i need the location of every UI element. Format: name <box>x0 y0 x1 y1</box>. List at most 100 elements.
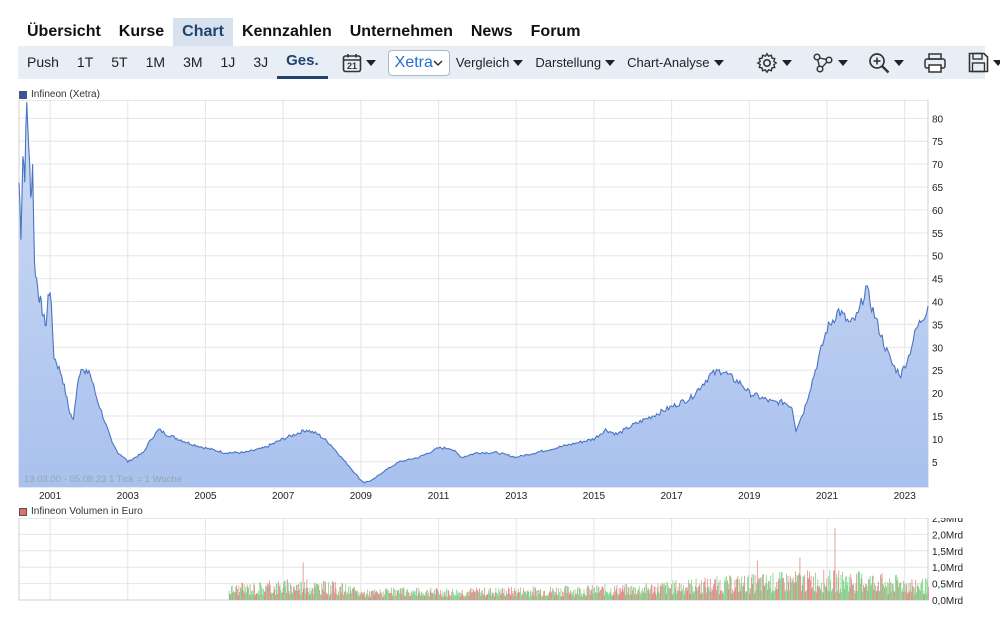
volume-bar <box>430 587 432 600</box>
volume-bar <box>601 586 603 600</box>
volume-bar <box>361 594 363 600</box>
volume-bar <box>914 594 916 600</box>
volume-bar <box>854 592 856 600</box>
volume-bar <box>373 594 375 600</box>
volume-bar <box>721 593 723 600</box>
volume-bar <box>744 575 746 600</box>
volume-bar <box>925 578 926 600</box>
volume-bar <box>251 591 252 600</box>
volume-bar <box>403 587 405 600</box>
volume-bar <box>926 578 928 600</box>
chart-toolbar: Push 1T 5T 1M 3M 1J 3J Ges. 21 Xetra Ver… <box>18 46 1000 79</box>
volume-bar <box>756 560 758 600</box>
period-5d[interactable]: 5T <box>111 54 128 70</box>
compare-menu[interactable]: Vergleich <box>456 55 524 70</box>
tab-overview[interactable]: Übersicht <box>27 23 101 40</box>
exchange-select[interactable]: Xetra <box>387 49 450 76</box>
calendar-button[interactable]: 21 <box>342 53 376 73</box>
volume-bar <box>757 580 759 600</box>
volume-bar <box>511 586 512 600</box>
period-3y[interactable]: 3J <box>253 54 269 70</box>
volume-bar <box>345 584 347 600</box>
volume-bar <box>832 588 834 600</box>
volume-bar <box>286 592 288 600</box>
volume-bar <box>238 585 240 600</box>
volume-bar <box>647 590 648 600</box>
volume-bar <box>395 589 397 600</box>
volume-bar <box>248 594 250 600</box>
volume-bar <box>442 591 444 600</box>
volume-bar <box>237 595 239 600</box>
volume-bar <box>338 595 340 600</box>
volume-bar <box>801 585 803 600</box>
tab-company[interactable]: Unternehmen <box>349 23 453 40</box>
volume-bar <box>533 594 535 600</box>
volume-bar <box>717 585 719 600</box>
volume-bar <box>476 587 477 600</box>
zoom-button[interactable] <box>868 52 904 74</box>
price-chart[interactable]: 5 10 15 20 25 30 35 40 45 50 55 60 65 70 75 80 2001 2003… <box>0 100 1000 520</box>
volume-bar <box>759 578 760 600</box>
volume-bar <box>626 592 628 600</box>
volume-bar <box>462 594 464 600</box>
period-1m[interactable]: 1M <box>145 54 166 70</box>
volume-bar <box>807 578 809 600</box>
print-button[interactable] <box>923 52 946 73</box>
price-x-tick-label: 2011 <box>428 491 450 502</box>
tab-forum[interactable]: Forum <box>530 23 581 40</box>
volume-bar <box>676 590 678 600</box>
save-button[interactable] <box>968 52 1000 73</box>
volume-bar <box>792 580 793 600</box>
volume-bar <box>826 578 828 600</box>
volume-bar <box>702 592 704 600</box>
period-1y[interactable]: 1J <box>220 54 236 70</box>
volume-bar <box>653 586 655 600</box>
analysis-menu[interactable]: Chart-Analyse <box>627 55 724 70</box>
volume-bar <box>340 592 342 600</box>
tab-quotes[interactable]: Kurse <box>118 23 165 40</box>
period-3m[interactable]: 3M <box>183 54 203 70</box>
volume-bar <box>594 586 595 600</box>
price-y-tick-label: 25 <box>932 366 944 377</box>
volume-chart[interactable]: 0,0Mrd 0,5Mrd 1,0Mrd 1,5Mrd 2,0Mrd 2,5Mrd <box>0 518 1000 618</box>
price-legend-swatch <box>19 90 27 99</box>
volume-bar <box>918 586 920 600</box>
volume-bar <box>443 596 444 600</box>
volume-bar <box>827 575 829 600</box>
volume-bar <box>262 594 264 600</box>
volume-bar <box>343 594 344 600</box>
volume-bar <box>777 580 779 600</box>
volume-bar <box>486 594 488 600</box>
period-1d[interactable]: 1T <box>76 54 94 70</box>
volume-bar <box>723 594 725 600</box>
tab-news[interactable]: News <box>470 23 513 40</box>
settings-gear-icon <box>756 52 777 73</box>
volume-bar <box>275 594 276 600</box>
indicators-button[interactable] <box>812 52 848 74</box>
volume-bar <box>768 581 770 600</box>
volume-bar <box>368 597 370 600</box>
volume-bar <box>494 592 496 600</box>
display-menu[interactable]: Darstellung <box>535 55 616 70</box>
volume-bar <box>231 585 233 600</box>
tab-chart[interactable]: Chart <box>173 18 233 46</box>
volume-bar <box>229 593 231 600</box>
volume-bar <box>341 582 343 600</box>
volume-bar <box>603 588 604 600</box>
volume-bar <box>749 593 751 600</box>
settings-button[interactable] <box>756 52 792 74</box>
volume-bar <box>493 596 495 600</box>
tab-key-figures[interactable]: Kennzahlen <box>241 23 332 40</box>
chevron-down-icon <box>893 59 904 66</box>
volume-bar <box>328 595 330 600</box>
price-area <box>19 102 928 487</box>
volume-bar <box>682 589 684 600</box>
volume-bar <box>284 586 286 600</box>
volume-bar <box>684 590 686 600</box>
volume-bar <box>245 587 246 600</box>
volume-bar <box>736 579 737 600</box>
period-total[interactable]: Ges. <box>277 46 328 79</box>
volume-bar <box>418 592 420 600</box>
volume-bar <box>665 585 666 600</box>
period-push[interactable]: Push <box>27 54 59 70</box>
